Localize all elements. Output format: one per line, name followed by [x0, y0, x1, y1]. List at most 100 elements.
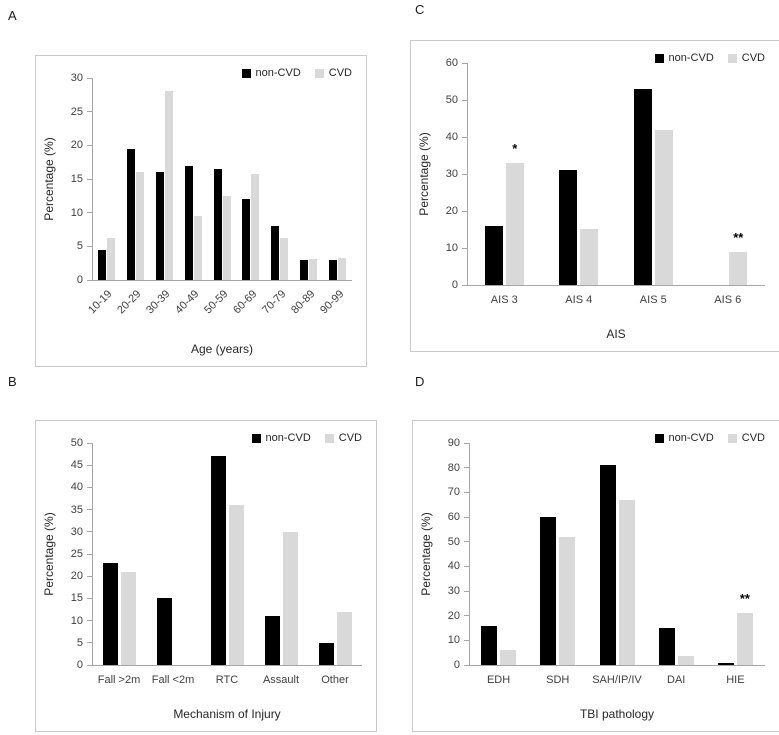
- y-axis-title: Percentage (%): [417, 132, 431, 216]
- y-axis-line: [467, 63, 468, 285]
- y-tick-mark: [87, 111, 92, 113]
- x-tick-label: DAI: [667, 674, 686, 686]
- bar-non-cvd-ais-4: [559, 170, 577, 285]
- y-tick-mark: [462, 284, 467, 286]
- bar-cvd-60-69: [251, 174, 259, 280]
- x-tick-label: HIE: [726, 674, 745, 686]
- y-tick-mark: [464, 442, 469, 444]
- bar-non-cvd-70-79: [271, 226, 279, 280]
- y-tick-label: 30: [445, 168, 458, 180]
- y-tick-mark: [464, 615, 469, 617]
- y-tick-label: 50: [445, 94, 458, 106]
- y-tick-label: 60: [447, 511, 460, 523]
- bar-cvd-sdh: [559, 537, 575, 665]
- bar-non-cvd-50-59: [214, 169, 222, 280]
- legend-swatch-non-cvd: [241, 68, 251, 78]
- y-tick-mark: [87, 178, 92, 180]
- x-tick-label: SDH: [546, 674, 570, 686]
- bar-non-cvd-hie: [718, 663, 734, 665]
- y-axis-title: Percentage (%): [42, 512, 56, 596]
- y-tick-label: 90: [447, 437, 460, 449]
- legend-swatch-cvd: [314, 68, 324, 78]
- y-tick-mark: [87, 642, 92, 644]
- bar-non-cvd-edh: [481, 626, 497, 665]
- y-tick-label: 0: [453, 659, 460, 671]
- y-tick-mark: [464, 639, 469, 641]
- legend-label-cvd: CVD: [741, 52, 765, 64]
- legend-swatch-cvd: [324, 433, 334, 443]
- y-tick-mark: [462, 247, 467, 249]
- y-tick-mark: [87, 509, 92, 511]
- chart-age-distribution: 0 5 10 15 20 25 30 10-19 20-29 30-39 40-49 50-59 60-…: [35, 55, 367, 367]
- chart-tbi-pathology: 0 10 20 30 40 50 60 70 80 90 EDH SDH SAH/IP/IV DAI HIE…: [412, 420, 779, 732]
- x-tick-label: AIS 6: [714, 294, 742, 306]
- y-tick-label: 10: [70, 206, 83, 219]
- y-tick-label: 40: [445, 131, 458, 143]
- legend-item-cvd: CVD: [314, 67, 352, 79]
- bar-cvd-dai: [678, 656, 694, 665]
- x-axis-title: Mechanism of Injury: [173, 707, 281, 721]
- y-tick-mark: [462, 136, 467, 138]
- legend-swatch-non-cvd: [654, 53, 664, 63]
- y-tick-label: 10: [70, 614, 83, 627]
- x-axis-line: [92, 280, 352, 281]
- y-tick-label: 5: [76, 636, 83, 649]
- y-tick-mark: [462, 62, 467, 64]
- bar-non-cvd-fall-2m: [157, 598, 172, 665]
- y-tick-label: 40: [447, 560, 460, 573]
- bar-non-cvd-ais-3: [485, 226, 503, 285]
- legend: non-CVD CVD: [251, 432, 362, 444]
- y-tick-mark: [464, 541, 469, 543]
- x-axis-title: TBI pathology: [579, 707, 655, 721]
- y-tick-mark: [464, 467, 469, 469]
- bar-cvd-10-19: [107, 238, 115, 280]
- legend-label-non-cvd: non-CVD: [265, 432, 311, 444]
- y-tick-label: 50: [447, 535, 460, 548]
- bar-non-cvd-30-39: [156, 172, 164, 280]
- x-axis-line: [469, 665, 765, 666]
- significance-marker: **: [739, 591, 750, 607]
- legend-swatch-cvd: [727, 433, 737, 443]
- chart-mechanism-of-injury: 0 5 10 15 20 25 30 35 40 45 50 Fall >2m Fall <2m RTC A…: [35, 420, 377, 732]
- bar-non-cvd-assault: [265, 616, 280, 665]
- panel-label-b: B: [8, 374, 17, 389]
- bar-non-cvd-other: [319, 643, 334, 665]
- bar-cvd-ais-6: [729, 252, 747, 285]
- legend-label-non-cvd: non-CVD: [255, 67, 301, 79]
- y-tick-mark: [87, 464, 92, 466]
- legend-label-non-cvd: non-CVD: [668, 432, 714, 444]
- bar-non-cvd-60-69: [242, 199, 250, 280]
- bar-non-cvd-80-89: [300, 260, 308, 280]
- y-tick-mark: [87, 575, 92, 577]
- y-tick-label: 20: [447, 609, 460, 622]
- legend-item-cvd: CVD: [324, 432, 362, 444]
- y-tick-label: 30: [70, 525, 83, 538]
- bar-non-cvd-ais-5: [634, 89, 652, 285]
- bar-non-cvd-sdh: [540, 517, 556, 665]
- bar-cvd-20-29: [136, 172, 144, 280]
- legend-label-cvd: CVD: [338, 432, 362, 444]
- y-tick-label: 0: [451, 279, 458, 291]
- y-tick-label: 60: [445, 57, 458, 69]
- panel-label-d: D: [415, 374, 425, 389]
- chart-ais: 0 10 20 30 40 50 60 AIS 3 AIS 4 AIS 5 AIS 6 AIS Perc…: [410, 40, 779, 352]
- significance-marker: *: [512, 140, 518, 156]
- y-tick-label: 45: [70, 459, 83, 472]
- bar-cvd-other: [337, 612, 352, 665]
- x-tick-label: SAH/IP/IV: [592, 674, 642, 686]
- bar-non-cvd-20-29: [127, 149, 135, 280]
- bar-non-cvd-90-99: [329, 260, 337, 280]
- x-axis-title: AIS: [606, 327, 626, 341]
- panel-label-c: C: [415, 2, 425, 17]
- y-tick-label: 25: [70, 105, 83, 118]
- y-tick-label: 25: [70, 548, 83, 560]
- x-tick-label: EDH: [486, 674, 511, 686]
- y-tick-mark: [464, 491, 469, 493]
- x-tick-label: Assault: [262, 674, 300, 686]
- y-axis-title: Percentage (%): [42, 137, 56, 221]
- bar-non-cvd-10-19: [98, 250, 106, 280]
- bar-cvd-rtc: [229, 505, 244, 665]
- bar-cvd-70-79: [280, 238, 288, 280]
- x-tick-label: Fall <2m: [151, 674, 195, 686]
